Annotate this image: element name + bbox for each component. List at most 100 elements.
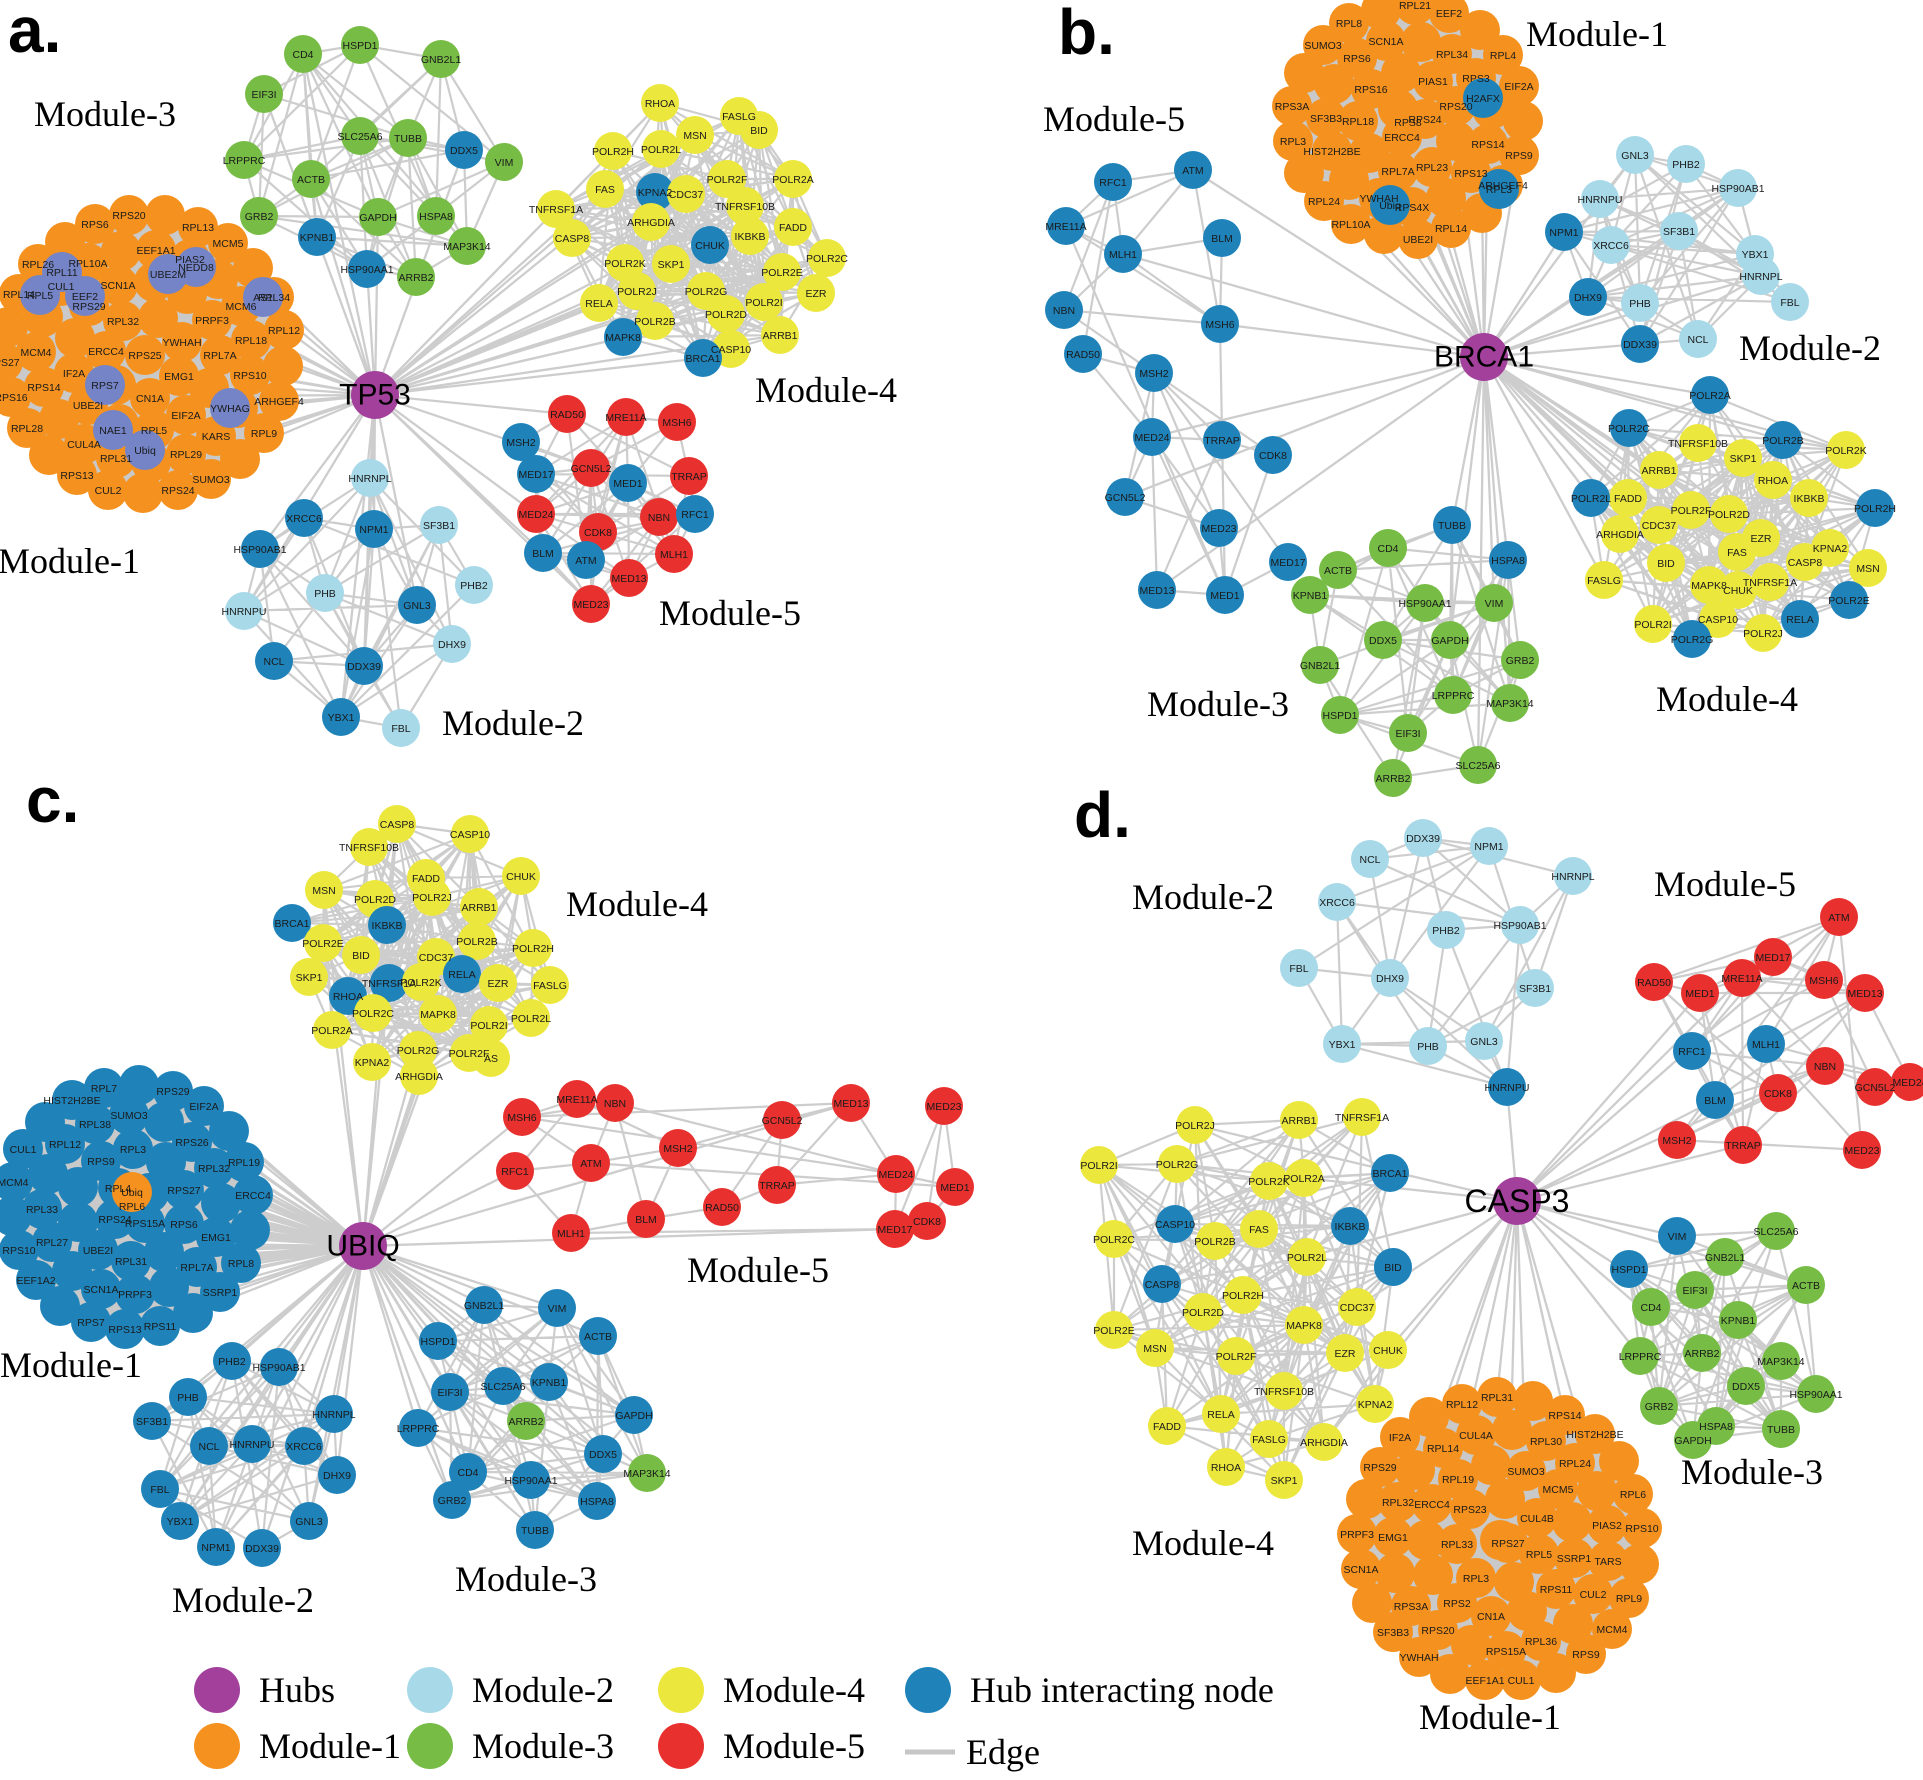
svg-text:NCL: NCL <box>263 656 284 668</box>
svg-text:NBN: NBN <box>604 1098 626 1110</box>
svg-text:Ubiq: Ubiq <box>134 445 156 457</box>
svg-text:RPS14: RPS14 <box>1471 139 1504 151</box>
svg-text:RPS7: RPS7 <box>77 1317 105 1329</box>
svg-text:POLR2E: POLR2E <box>1093 1325 1134 1337</box>
svg-text:POLR2B: POLR2B <box>1762 435 1803 447</box>
svg-text:RPL32: RPL32 <box>198 1163 230 1175</box>
svg-text:RPS13: RPS13 <box>108 1324 141 1336</box>
svg-text:BLM: BLM <box>1211 233 1233 245</box>
svg-text:GNL3: GNL3 <box>403 600 431 612</box>
svg-text:EEF1A1: EEF1A1 <box>136 245 175 257</box>
svg-text:POLR2A: POLR2A <box>1689 390 1730 402</box>
svg-text:RPS11: RPS11 <box>1540 1584 1573 1596</box>
svg-text:HSPD1: HSPD1 <box>342 40 377 52</box>
svg-text:RPS3A: RPS3A <box>1394 1601 1428 1613</box>
svg-text:RPL5: RPL5 <box>27 290 53 302</box>
svg-text:RPS4X: RPS4X <box>1395 202 1429 214</box>
svg-text:MSN: MSN <box>683 130 706 142</box>
svg-text:CASP8: CASP8 <box>555 233 590 245</box>
svg-text:RPS10: RPS10 <box>233 370 266 382</box>
svg-text:MED13: MED13 <box>1847 988 1882 1000</box>
svg-text:RPL14: RPL14 <box>3 289 35 301</box>
svg-text:MSN: MSN <box>1143 1343 1166 1355</box>
svg-text:RPL30: RPL30 <box>1530 1436 1562 1448</box>
svg-text:MCM4: MCM4 <box>1597 1624 1628 1636</box>
svg-text:RPS9: RPS9 <box>87 1156 115 1168</box>
svg-text:ARRB1: ARRB1 <box>1641 465 1676 477</box>
svg-text:YWHAH: YWHAH <box>1359 193 1398 205</box>
svg-text:RPS6: RPS6 <box>170 1219 198 1231</box>
svg-text:PHB: PHB <box>177 1392 199 1404</box>
svg-text:SF3B1: SF3B1 <box>423 520 455 532</box>
svg-text:UBE2M: UBE2M <box>150 269 186 281</box>
svg-text:RPS26: RPS26 <box>175 1137 208 1149</box>
svg-text:PRPF3: PRPF3 <box>1340 1529 1374 1541</box>
svg-text:MED1: MED1 <box>613 478 642 490</box>
svg-text:RHOA: RHOA <box>333 991 363 1003</box>
svg-text:ERCC4: ERCC4 <box>1414 1499 1450 1511</box>
svg-text:RPS29: RPS29 <box>72 301 105 313</box>
svg-text:Module-4: Module-4 <box>723 1670 865 1710</box>
svg-text:EMG1: EMG1 <box>1378 1532 1408 1544</box>
svg-text:POLR2K: POLR2K <box>1248 1176 1289 1188</box>
svg-text:MED23: MED23 <box>573 599 608 611</box>
svg-text:PHB2: PHB2 <box>1432 925 1460 937</box>
svg-text:RPL18: RPL18 <box>235 335 267 347</box>
svg-text:RPL24: RPL24 <box>1308 196 1340 208</box>
svg-text:Hubs: Hubs <box>259 1670 335 1710</box>
svg-text:RPS15A: RPS15A <box>125 1218 165 1230</box>
svg-text:ACTB: ACTB <box>584 1331 612 1343</box>
svg-text:NCL: NCL <box>1687 334 1708 346</box>
svg-text:BID: BID <box>1384 1262 1402 1274</box>
svg-text:RPS10: RPS10 <box>2 1245 35 1257</box>
svg-text:MAPK8: MAPK8 <box>605 332 641 344</box>
svg-text:KPNA2: KPNA2 <box>638 187 673 199</box>
svg-text:SF3B3: SF3B3 <box>1377 1627 1409 1639</box>
svg-text:RPS24: RPS24 <box>1408 114 1441 126</box>
svg-text:POLR2D: POLR2D <box>705 309 747 321</box>
svg-text:HSP90AB1: HSP90AB1 <box>1493 920 1546 932</box>
svg-text:ARHGEF4: ARHGEF4 <box>254 396 304 408</box>
svg-text:POLR2I: POLR2I <box>745 297 782 309</box>
svg-text:BRCA1: BRCA1 <box>274 918 309 930</box>
svg-text:FADD: FADD <box>1614 493 1642 505</box>
svg-text:RPL31: RPL31 <box>115 1256 147 1268</box>
svg-text:POLR2E: POLR2E <box>1828 595 1869 607</box>
svg-text:DDX39: DDX39 <box>347 661 381 673</box>
svg-text:RPS14: RPS14 <box>1548 1410 1581 1422</box>
svg-text:RELA: RELA <box>585 298 612 310</box>
svg-text:KPNB1: KPNB1 <box>1293 590 1328 602</box>
svg-text:HSP90AA1: HSP90AA1 <box>340 264 393 276</box>
svg-text:ARHGEF4: ARHGEF4 <box>1478 180 1528 192</box>
svg-text:MCM5: MCM5 <box>213 238 244 250</box>
svg-text:RPL23: RPL23 <box>1416 162 1448 174</box>
svg-text:SUMO3: SUMO3 <box>1507 1466 1545 1478</box>
svg-text:MED1: MED1 <box>1685 988 1714 1000</box>
svg-text:SLC25A6: SLC25A6 <box>1456 760 1501 772</box>
svg-text:CASP10: CASP10 <box>1155 1219 1195 1231</box>
svg-text:POLR2L: POLR2L <box>641 144 681 156</box>
svg-text:POLR2D: POLR2D <box>1708 509 1750 521</box>
svg-text:RPS24: RPS24 <box>161 485 194 497</box>
svg-text:POLR2D: POLR2D <box>1182 1307 1224 1319</box>
svg-text:KPNB1: KPNB1 <box>300 232 335 244</box>
svg-text:IF2A: IF2A <box>63 368 85 380</box>
svg-text:Module-1: Module-1 <box>1419 1697 1561 1737</box>
svg-text:FAS: FAS <box>1727 547 1747 559</box>
svg-text:RPS3A: RPS3A <box>1275 101 1309 113</box>
svg-text:RPL28: RPL28 <box>11 423 43 435</box>
svg-text:HSP90AA1: HSP90AA1 <box>1398 598 1451 610</box>
svg-text:RPL3: RPL3 <box>120 1144 146 1156</box>
svg-text:MSH2: MSH2 <box>506 437 535 449</box>
svg-text:SCN1A: SCN1A <box>83 1284 118 1296</box>
svg-text:NPM1: NPM1 <box>1549 227 1578 239</box>
svg-text:ATM: ATM <box>575 555 596 567</box>
svg-text:RPL24: RPL24 <box>1559 1458 1591 1470</box>
svg-text:RPS13: RPS13 <box>60 470 93 482</box>
svg-text:Module-5: Module-5 <box>659 593 801 633</box>
svg-text:CASP10: CASP10 <box>450 829 490 841</box>
svg-text:TUBB: TUBB <box>1438 520 1466 532</box>
svg-text:HNRNPU: HNRNPU <box>1485 1082 1530 1094</box>
svg-text:FASLG: FASLG <box>1252 1434 1286 1446</box>
svg-text:ATM: ATM <box>1828 912 1849 924</box>
